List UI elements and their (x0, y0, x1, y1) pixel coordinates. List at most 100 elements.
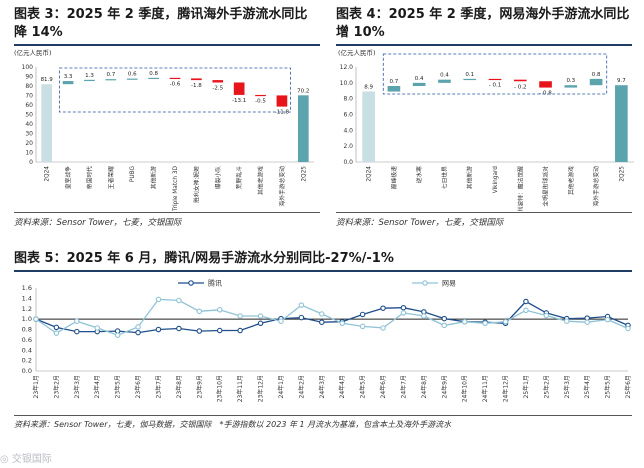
fig4-bar (589, 78, 603, 86)
fig3-ytick-label: 60 (25, 102, 33, 109)
fig5-xtick-label: 23年5月 (114, 375, 122, 398)
fig3-bar (62, 81, 74, 85)
fig3-category-label: 2Q25 (301, 166, 307, 182)
fig3-category-label: 帝国时代 (85, 166, 93, 189)
fig5-series-tencent-point (135, 329, 141, 336)
fig4-bar (488, 78, 502, 81)
fig5-xtick-label: 23年4月 (93, 375, 101, 398)
fig5-ytick-label: 1.0 (22, 315, 32, 323)
fig5-series-tencent-point (380, 305, 386, 311)
fig3-bar (233, 82, 245, 95)
fig5-xtick-label: 25年3月 (563, 375, 571, 398)
fig5-series-netease-point (135, 324, 141, 330)
fig4-ytick-label: 8.0 (343, 96, 353, 103)
fig5-series-netease-point (625, 325, 631, 332)
fig4-title-line2: 增 10% (336, 25, 385, 40)
fig3-bar (84, 79, 95, 82)
fig5-xtick-label: 23年12月 (257, 375, 265, 402)
fig5-series-netease-point (257, 313, 264, 319)
fig5-series-netease-point (319, 311, 325, 317)
fig5-xtick-label: 25年2月 (542, 375, 550, 398)
fig3-unit-label: (亿元人民币) (14, 48, 52, 57)
fig3-category-label: 王者荣耀 (107, 166, 115, 189)
fig4-value-label: 0.1 (465, 72, 474, 78)
fig4-category-label: Vikingard (493, 166, 499, 194)
fig3-category-label: 胜利女神:妮姬 (192, 166, 200, 203)
fig4-title-rule (336, 44, 632, 46)
fig5-series-tencent-point (400, 304, 407, 311)
fig5-title: 图表 5：2025 年 6 月，腾讯/网易手游流水分别同比-27%/-1% (14, 251, 394, 266)
fig4-chart: (亿元人民币) 0.0 2.0 4.0 6.0 8.0 10.0 12.0 8.9 2Q24 0.7… (338, 48, 634, 211)
fig3-title-line1: 图表 3：2025 年 2 季度，腾讯海外手游流水同比 (14, 7, 308, 22)
fig4-bar (387, 86, 401, 92)
fig4-value-label: - 0.1 (489, 83, 501, 89)
fig4-value-label: 0.7 (390, 79, 399, 85)
fig3-bar (41, 84, 53, 162)
fig5-ytick-label: 0.2 (22, 357, 32, 365)
fig5-series-tencent-point (523, 298, 529, 305)
fig3-title-line2: 降 14% (14, 25, 63, 40)
fig3-bar (148, 77, 159, 80)
fig5-xtick-label: 23年9月 (195, 375, 203, 398)
fig4-bar (362, 91, 375, 162)
fig5-series-netease-point (298, 302, 305, 308)
fig3-bar (105, 79, 117, 81)
fig5-xtick-label: 23年8月 (175, 375, 183, 398)
fig5-ytick-label: 0.6 (22, 336, 32, 344)
fig5-ytick-label: 0.0 (22, 367, 32, 375)
fig4-value-label: - 0.8 (539, 91, 552, 97)
fig3-value-label: 0.6 (128, 72, 137, 78)
fig5-xtick-label: 24年6月 (379, 375, 387, 398)
fig5-title-rule (14, 270, 632, 272)
fig5-series-netease-point (604, 316, 611, 323)
fig3-ytick-label: 80 (25, 83, 33, 90)
fig3-bar (255, 94, 266, 97)
fig3-ytick-label: 20 (25, 140, 33, 147)
fig4-bar (539, 81, 552, 88)
fig4-value-label: - 0.2 (514, 84, 526, 90)
fig5-series-netease-point (94, 325, 100, 331)
fig4-value-label: 0.4 (440, 73, 449, 79)
fig4-highlight-box (382, 53, 608, 95)
fig3-value-label: 3.3 (64, 74, 73, 80)
fig3-category-label: 其他新游 (150, 166, 158, 189)
fig5-series-tencent-point (74, 328, 80, 335)
fig5-xtick-label: 24年7月 (399, 375, 407, 398)
fig4-bottom-rule (336, 212, 632, 213)
fig5-series-netease-point (114, 332, 121, 338)
fig4-category-label: 2Q24 (367, 166, 373, 182)
fig5-series-tencent (35, 300, 629, 334)
fig5-series-netease-point (421, 313, 427, 319)
fig5-series-tencent-point (155, 326, 162, 333)
fig5-xtick-label: 24年1月 (277, 375, 285, 398)
fig3-bar (191, 78, 202, 81)
fig5-series-netease-point (400, 310, 407, 316)
fig5-bottom-rule (14, 415, 632, 416)
fig3-ytick-label: 70 (25, 93, 33, 100)
fig3-category-label: Triple Match 3D (173, 165, 179, 211)
fig5-xtick-label: 24年10月 (461, 375, 469, 402)
fig5-series-netease-point (53, 330, 60, 336)
fig3-bar (212, 80, 224, 83)
fig4-category-label: 七日世界 (440, 166, 448, 189)
fig5-series-netease-point (584, 319, 590, 325)
fig5-xtick-label: 25年4月 (583, 375, 591, 398)
fig5-legend-label: 腾讯 (208, 279, 222, 288)
fig5-series-tencent-point (298, 314, 305, 321)
fig4-ytick-label: 2.0 (343, 143, 353, 150)
fig5-xtick-label: 25年6月 (624, 375, 632, 398)
fig5-series-netease-point (339, 320, 345, 327)
fig5-series-netease-point (74, 318, 80, 324)
fig4-source: 资料来源：Sensor Tower，七麦，交银国际 (336, 218, 504, 228)
fig3-bar (297, 95, 309, 162)
fig4-value-label: 0.8 (592, 72, 601, 78)
fig5-xtick-label: 23年3月 (73, 375, 81, 398)
fig5-xtick-label: 23年7月 (154, 375, 162, 398)
fig5-legend-label: 网易 (442, 280, 456, 288)
fig5-ytick-label: 1.6 (22, 284, 32, 292)
fig3-title-rule (14, 44, 320, 46)
fig4-ytick-label: 12.0 (340, 64, 354, 71)
fig3-ytick-label: 100 (22, 64, 34, 71)
fig5-legend-marker (422, 280, 428, 286)
fig4-title-line1: 图表 4：2025 年 2 季度，网易海外手游流水同比 (336, 7, 630, 22)
